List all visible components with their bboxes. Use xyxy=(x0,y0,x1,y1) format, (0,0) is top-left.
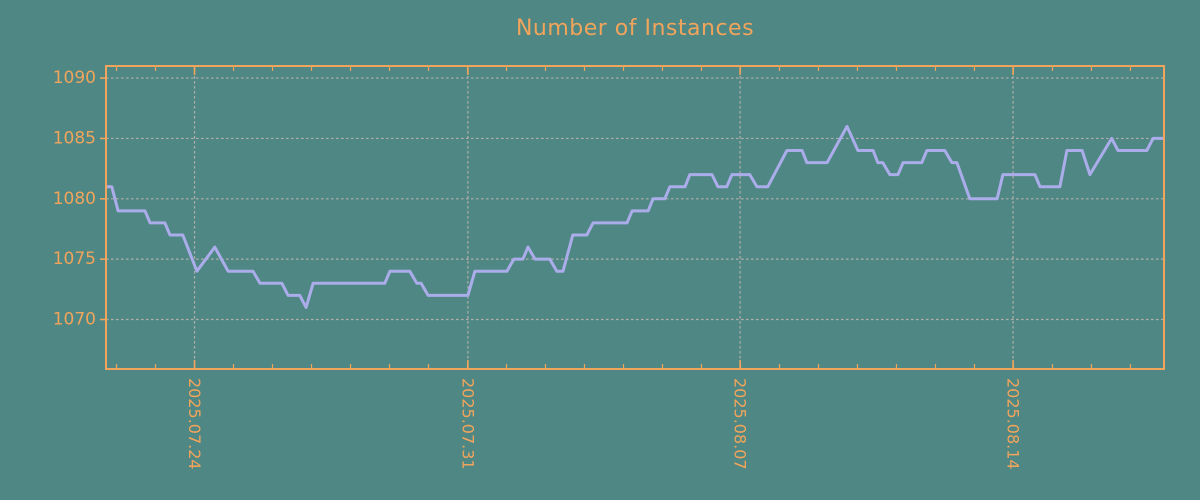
x-tick-label: 2025.08.14 xyxy=(1004,378,1023,470)
y-tick-label: 1085 xyxy=(53,128,96,148)
chart-title: Number of Instances xyxy=(515,16,755,41)
plot-border xyxy=(105,65,1165,370)
x-tick-label: 2025.07.24 xyxy=(185,378,204,470)
y-tick-label: 1070 xyxy=(53,310,96,330)
x-tick-label: 2025.07.31 xyxy=(458,378,477,470)
data-line xyxy=(106,124,1164,309)
x-tick-label: 2025.08.07 xyxy=(731,378,750,470)
y-tick-label: 1080 xyxy=(53,189,96,209)
y-tick-label: 1090 xyxy=(53,68,96,88)
y-tick-label: 1075 xyxy=(53,249,96,269)
